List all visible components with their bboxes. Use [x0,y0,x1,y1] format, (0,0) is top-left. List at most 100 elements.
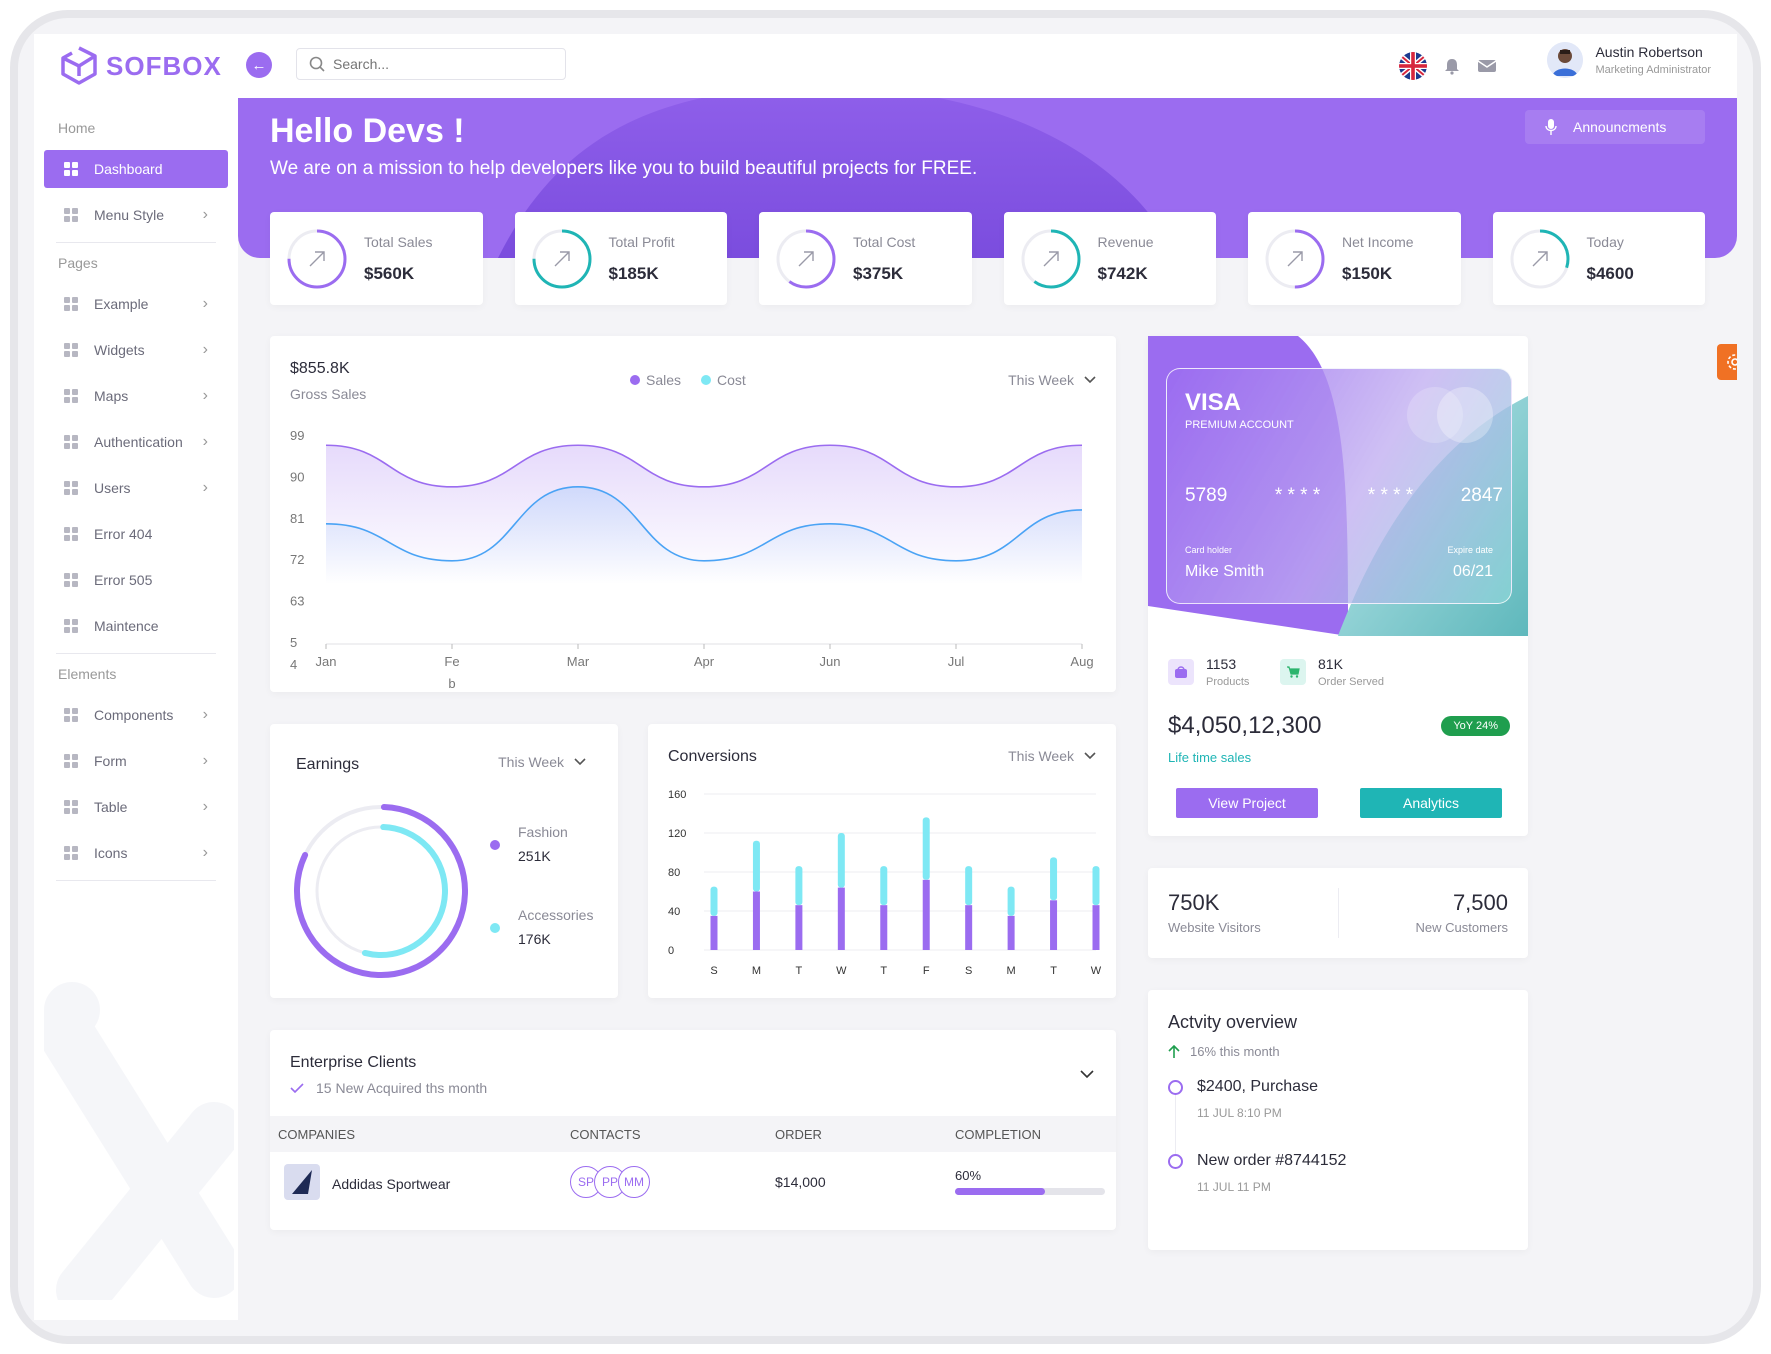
x-tick-label: M [752,965,761,977]
card-holder-name: Mike Smith [1185,563,1265,580]
sidebar-item-label: Form [94,753,127,769]
stat-card[interactable]: Today $4600 [1492,212,1705,305]
view-project-button[interactable]: View Project [1176,788,1318,818]
arrow-up-icon [1168,1044,1180,1058]
card-holder-label: Card holder [1185,545,1233,555]
top-icons [1399,52,1497,80]
check-icon [290,1083,304,1093]
progress-ring [1021,229,1080,288]
table-row[interactable]: Addidas Sportwear SP PP MM $14,000 60% [270,1152,1116,1216]
sidebar-item-widgets[interactable]: Widgets › [44,331,228,369]
table-header: COMPANIES CONTACTS ORDER COMPLETION [270,1116,1116,1152]
chevron-right-icon: › [202,798,208,815]
sidebar-item-maintence[interactable]: Maintence [44,607,228,645]
sidebar-divider [56,242,216,243]
bar-segment [880,905,888,950]
sidebar-divider [56,880,216,881]
activity-item-title: New order #8744152 [1197,1152,1347,1169]
sidebar-item-authentication[interactable]: Authentication › [44,423,228,461]
uk-flag-icon[interactable] [1399,52,1427,80]
earnings-item-value: 176K [518,931,551,947]
sidebar-item-users[interactable]: Users › [44,469,228,507]
arrow-up-right-icon [554,250,570,266]
contact-avatar[interactable]: MM [618,1166,650,1198]
search-box[interactable] [296,48,566,80]
collapse-sidebar-button[interactable]: ← [246,52,272,78]
sidebar-item-label: Authentication [94,434,183,450]
sidebar-item-example[interactable]: Example › [44,285,228,323]
stat-value: $150K [1342,263,1393,283]
x-tick-label: b [448,676,455,691]
stat-card[interactable]: Total Cost $375K [759,212,972,305]
progress-ring [532,229,591,288]
sidebar-divider [56,653,216,654]
card-chip-circles [1407,387,1493,443]
conversions-card: Conversions This Week 160 120 80 40 0 S M T W T F S… [648,724,1116,998]
legend-dot [490,923,500,933]
activity-change: 16% this month [1168,1044,1280,1059]
search-input[interactable] [333,56,553,72]
gross-period-dropdown[interactable]: This Week [1008,372,1096,388]
settings-button[interactable] [1717,344,1737,380]
announcements-button[interactable]: Announcments [1525,110,1705,144]
sidebar-item-dashboard[interactable]: Dashboard [44,150,228,188]
column-header-completion: COMPLETION [955,1127,1041,1142]
sidebar-item-label: Dashboard [94,161,163,177]
website-visitors-label: Website Visitors [1168,920,1261,935]
sidebar-item-icons[interactable]: Icons › [44,834,228,872]
logo[interactable]: SOFBOX [60,46,222,86]
stat-value: $4600 [1586,263,1634,283]
stat-value: $375K [853,263,904,283]
gear-icon [62,798,80,816]
sidebar-item-form[interactable]: Form › [44,742,228,780]
stat-label: Today [1586,233,1624,250]
arrow-left-icon: ← [251,56,267,74]
sidebar-item-error-404[interactable]: Error 404 [44,515,228,553]
chart-legend: Sales Cost [630,372,746,388]
arrow-up-right-icon [309,250,325,266]
stat-card[interactable]: Total Profit $185K [514,212,727,305]
activity-title: Actvity overview [1168,1012,1298,1032]
sidebar-item-table[interactable]: Table › [44,788,228,826]
example-icon [62,295,80,313]
stat-card[interactable]: Net Income $150K [1248,212,1461,305]
stat-card[interactable]: Total Sales $560K [270,212,483,305]
screen: SOFBOX ← Austin Roberts [34,34,1737,1320]
timeline-line [1175,1092,1176,1162]
x-tick-label: M [1007,965,1016,977]
stat-card[interactable]: Revenue $742K [1003,212,1216,305]
stat-label: Total Profit [608,233,675,250]
sidebar-item-components[interactable]: Components › [44,696,228,734]
earnings-legend-item: Fashion 251K [490,824,593,907]
mail-icon[interactable] [1477,58,1497,74]
new-customers-value: 7,500 [1452,890,1508,915]
card-number-group: 5789 [1185,485,1228,506]
sidebar-item-menu-style[interactable]: Menu Style › [44,196,228,234]
warning-icon [62,571,80,589]
bar-segment [1050,900,1058,950]
bell-icon[interactable] [1443,57,1461,75]
products-stat: 1153 Products [1168,656,1249,688]
chevron-down-icon [574,758,586,766]
bar-segment [795,866,803,906]
sidebar-item-maps[interactable]: Maps › [44,377,228,415]
card-expire-label: Expire date [1447,545,1493,555]
analytics-button[interactable]: Analytics [1360,788,1502,818]
announcements-label: Announcments [1573,119,1667,135]
conversions-period-dropdown[interactable]: This Week [1008,748,1096,764]
orders-stat: 81K Order Served [1280,656,1384,688]
visa-card[interactable]: VISA PREMIUM ACCOUNT 5789 * * * * * * * … [1166,368,1512,604]
expand-chevron-icon[interactable] [1080,1070,1094,1079]
chevron-right-icon: › [202,433,208,450]
earnings-period-dropdown[interactable]: This Week [498,754,586,770]
user-profile[interactable]: Austin Robertson Marketing Administrator [1547,42,1711,78]
sidebar-item-error-505[interactable]: Error 505 [44,561,228,599]
x-tick-label: W [1091,965,1102,977]
earnings-item-label: Accessories [518,907,594,923]
y-tick-label: 0 [668,945,674,957]
stat-label: Total Sales [364,233,433,250]
users-icon [62,479,80,497]
column-header-contacts: CONTACTS [570,1127,641,1142]
lifetime-sales-label: Life time sales [1168,750,1252,765]
alert-icon [62,525,80,543]
